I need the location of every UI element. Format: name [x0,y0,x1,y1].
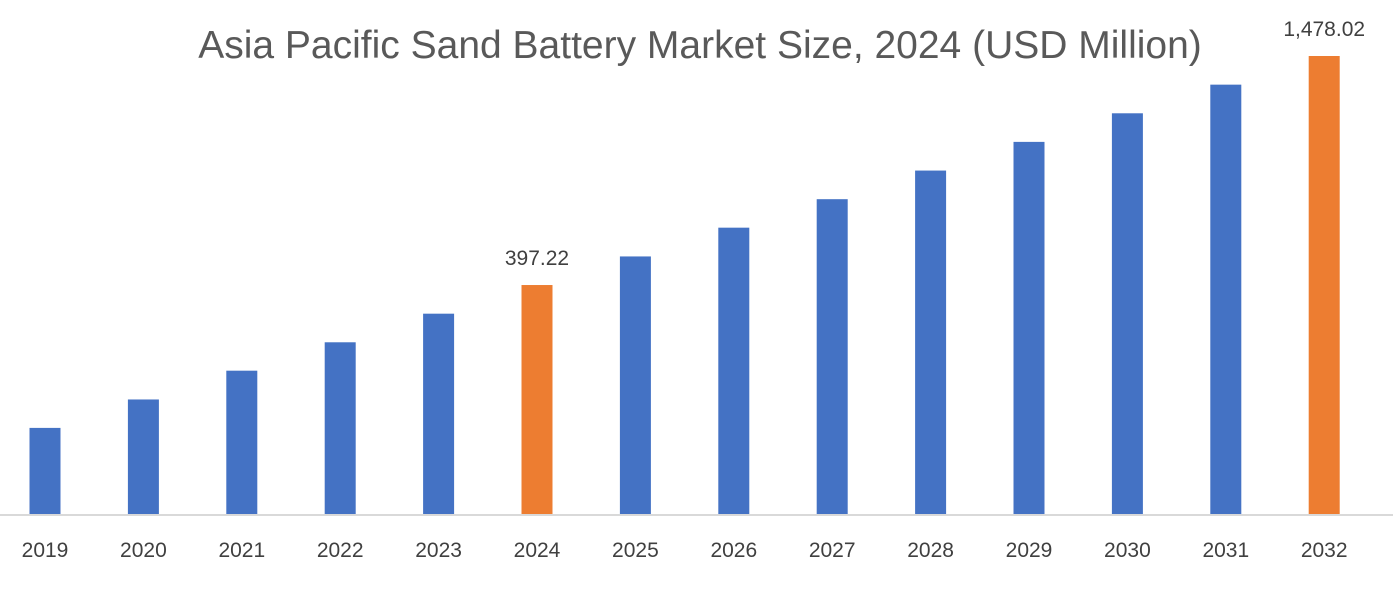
bar-2032 [1308,56,1340,514]
bar-2026 [718,227,750,514]
x-tick-label: 2032 [1301,539,1348,562]
bar-2029 [1013,141,1045,514]
data-label-2024: 397.22 [505,247,569,270]
bar-2028 [915,170,947,514]
chart-title: Asia Pacific Sand Battery Market Size, 2… [198,24,1202,67]
x-tick-label: 2023 [415,539,462,562]
x-tick-label: 2031 [1202,539,1249,562]
x-tick-label: 2027 [809,539,856,562]
x-tick-label: 2029 [1006,539,1053,562]
bar-2030 [1111,113,1143,514]
bar-2031 [1210,84,1242,514]
x-tick-label: 2026 [710,539,757,562]
x-tick-label: 2024 [514,539,561,562]
bar-2023 [423,313,455,514]
x-tick-label: 2028 [907,539,954,562]
x-tick-label: 2019 [22,539,69,562]
x-tick-label: 2025 [612,539,659,562]
bar-2027 [816,199,848,514]
x-tick-label: 2021 [218,539,265,562]
bar-2021 [226,370,258,514]
x-tick-label: 2022 [317,539,364,562]
bar-2019 [29,427,61,514]
bar-2020 [127,399,159,514]
x-tick-label: 2030 [1104,539,1151,562]
bar-2022 [324,342,356,514]
data-label-2032: 1,478.02 [1283,18,1365,41]
bar-2024 [521,285,553,514]
bar-2025 [619,256,651,514]
x-tick-label: 2020 [120,539,167,562]
